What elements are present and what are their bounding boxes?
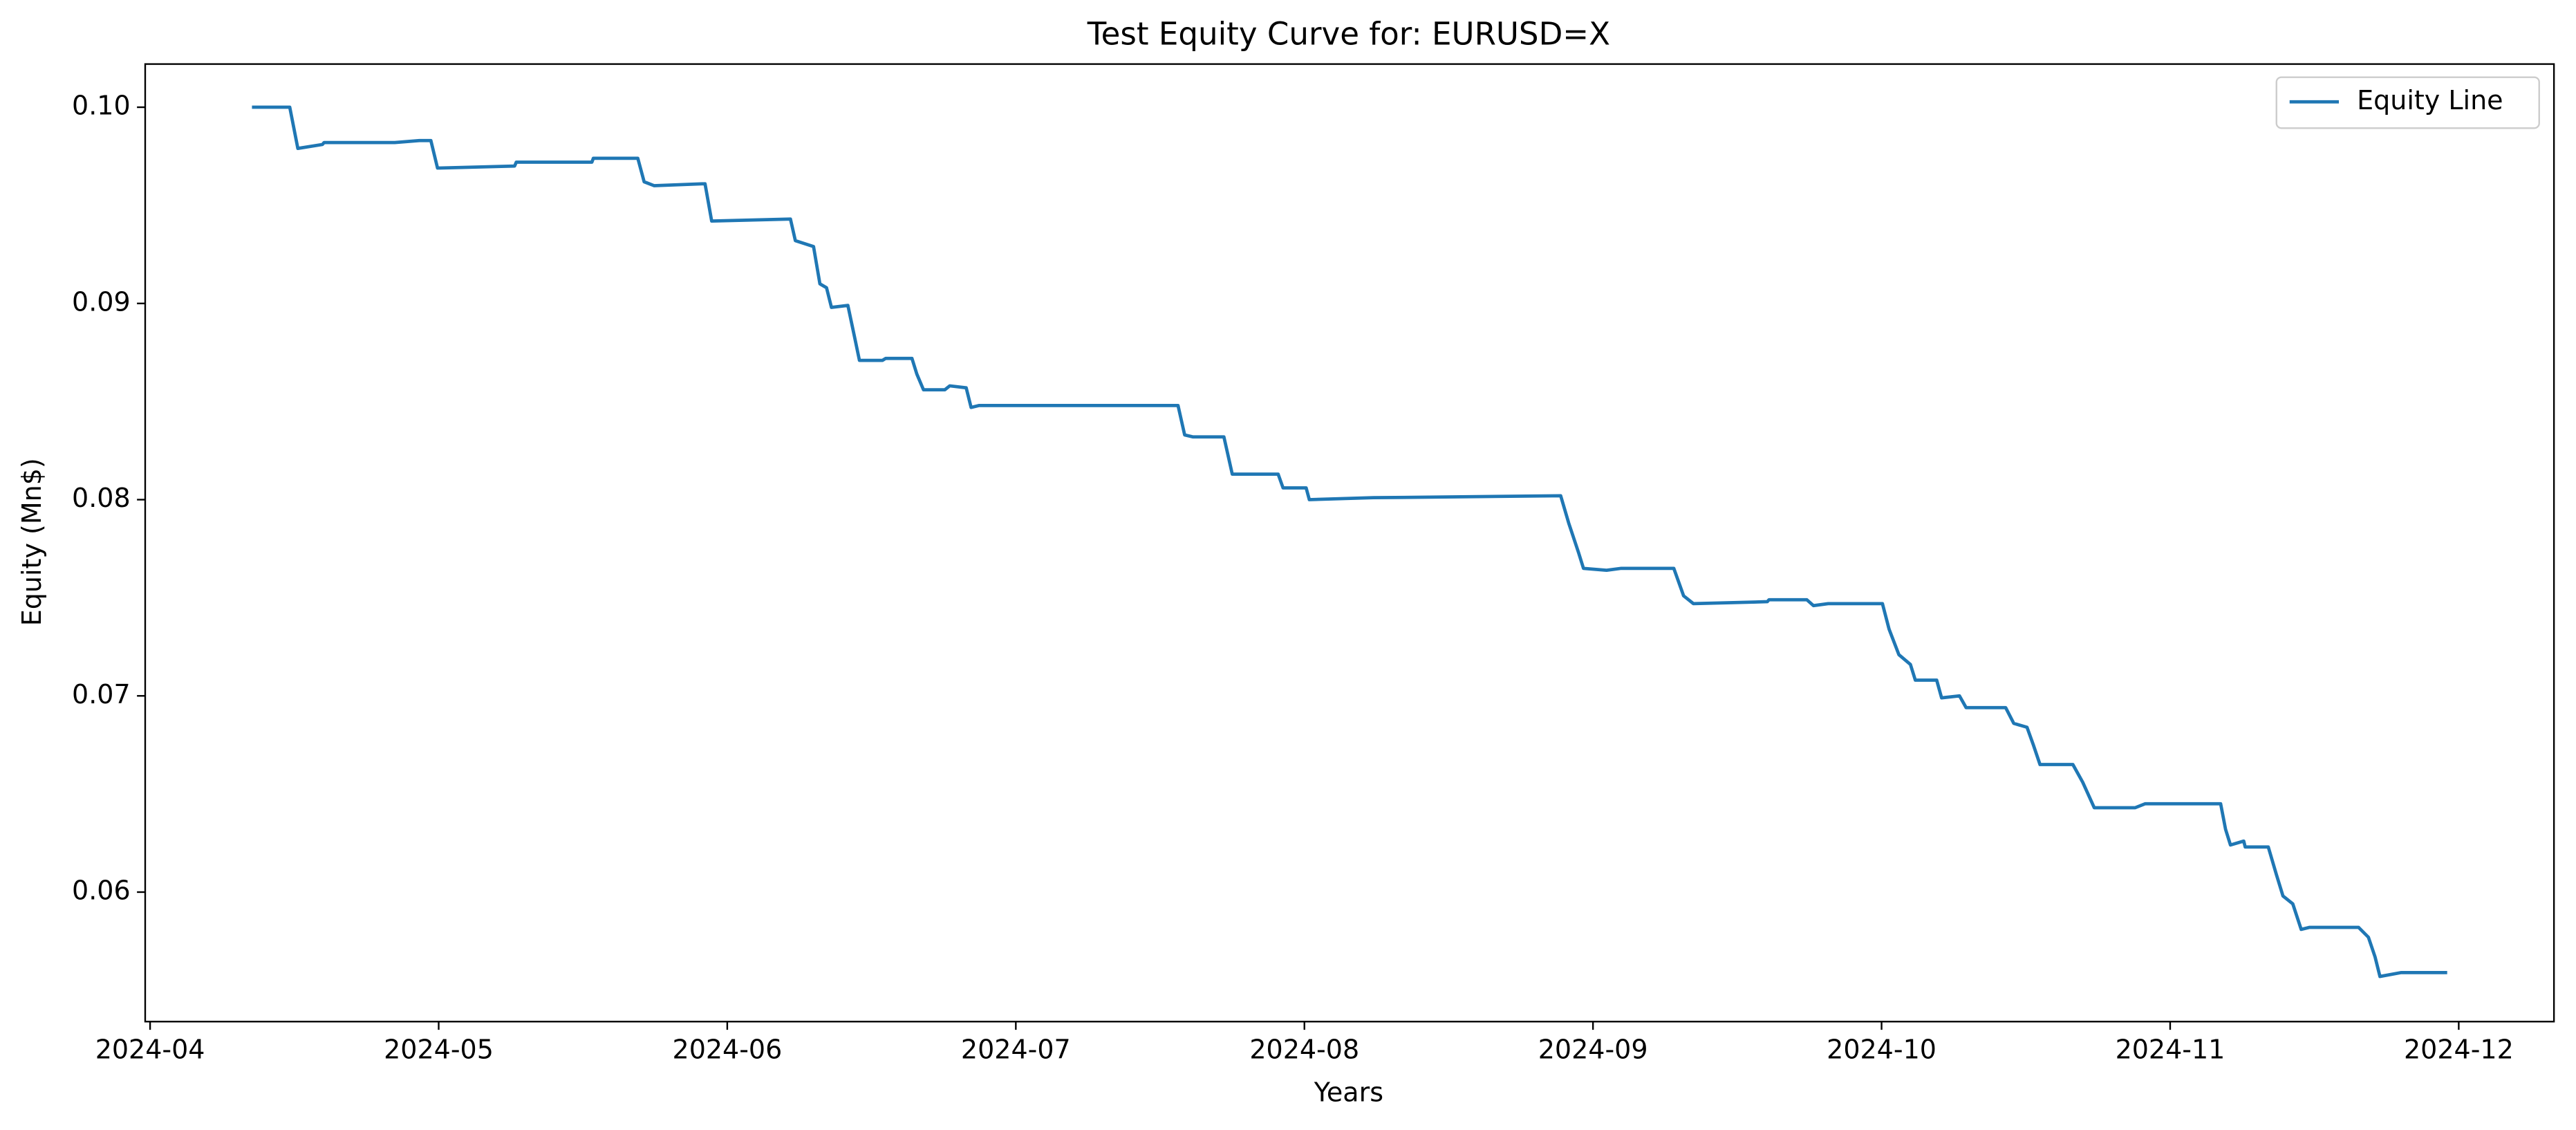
legend-box — [2275, 76, 2540, 129]
x-tick-label: 2024-05 — [384, 1035, 494, 1065]
legend-label: Equity Line — [2357, 85, 2503, 115]
x-tick-label: 2024-12 — [2404, 1035, 2514, 1065]
chart-title: Test Equity Curve for: EURUSD=X — [1087, 15, 1610, 52]
y-tick-label: 0.08 — [72, 483, 131, 513]
y-tick-label: 0.07 — [72, 679, 131, 710]
y-tick-label: 0.09 — [72, 286, 131, 317]
equity-line — [252, 105, 2447, 979]
x-tick-label: 2024-08 — [1249, 1035, 1359, 1065]
x-axis-label: Years — [1314, 1077, 1383, 1107]
plot-frame — [144, 63, 2555, 1023]
x-tick-label: 2024-09 — [1538, 1035, 1648, 1065]
x-tick-label: 2024-07 — [961, 1035, 1071, 1065]
x-tick-label: 2024-04 — [95, 1035, 205, 1065]
x-tick-label: 2024-10 — [1827, 1035, 1936, 1065]
x-tick-label: 2024-06 — [673, 1035, 783, 1065]
y-axis-label: Equity (Mn$) — [17, 458, 47, 626]
x-tick-label: 2024-11 — [2116, 1035, 2225, 1065]
y-tick-label: 0.10 — [72, 91, 131, 121]
y-tick-label: 0.06 — [72, 875, 131, 905]
